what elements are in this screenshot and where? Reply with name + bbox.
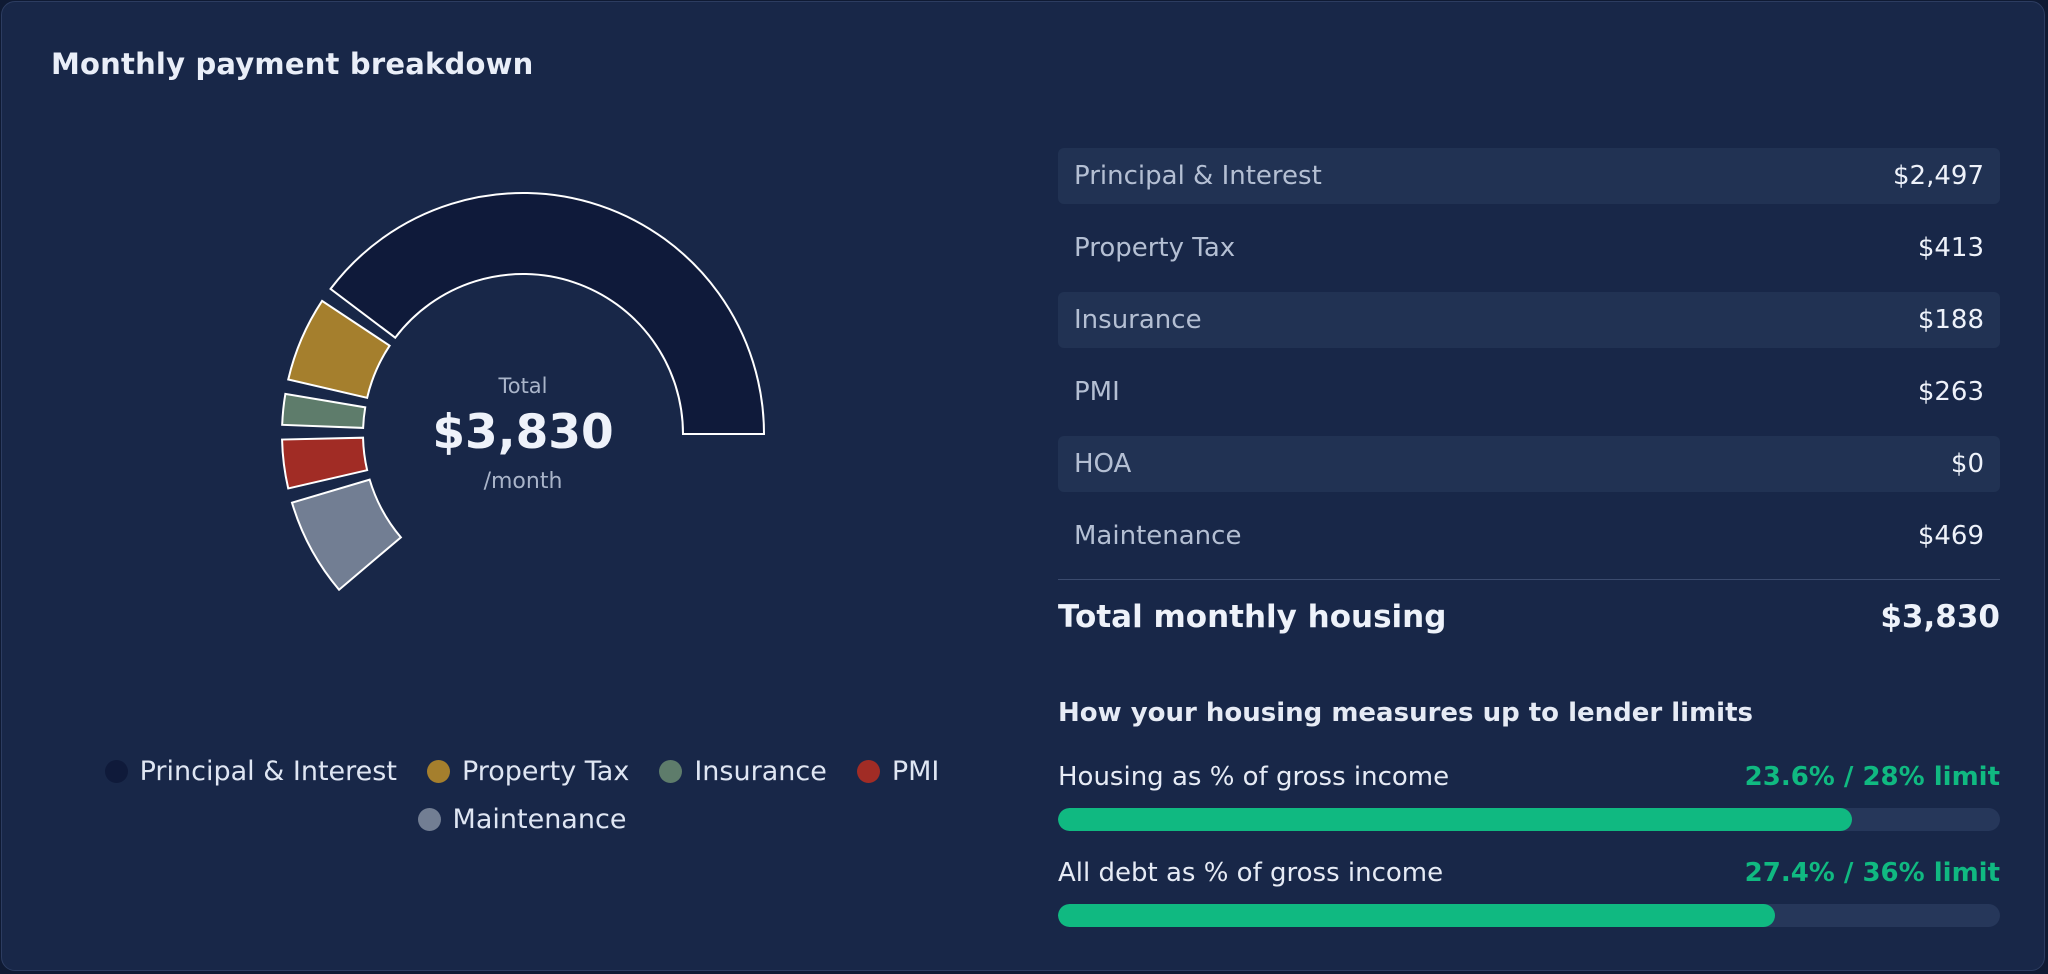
row-value: $469 (1917, 521, 1984, 551)
metric-label: All debt as % of gross income (1058, 858, 1444, 888)
legend-swatch (659, 759, 683, 783)
row-label: PMI (1074, 377, 1120, 407)
legend-swatch (426, 759, 450, 783)
legend-item-maintenance: Maintenance (417, 803, 627, 835)
donut-segment-property-tax[interactable] (287, 299, 391, 400)
housing-ratio-metric: Housing as % of gross income 23.6% / 28%… (1058, 762, 2000, 831)
donut-segment-insurance[interactable] (281, 392, 367, 429)
row-label: Insurance (1074, 305, 1202, 335)
progress-track (1058, 808, 2000, 831)
legend-item-principal-interest: Principal & Interest (104, 755, 397, 787)
metric-value: 27.4% / 36% limit (1744, 858, 2000, 888)
chart-legend: Principal & Interest Property Tax Insura… (92, 755, 952, 835)
row-label: Property Tax (1074, 233, 1236, 263)
donut-segment-pmi[interactable] (281, 436, 369, 490)
progress-fill (1058, 808, 1853, 831)
donut-segment-principal-interest[interactable] (329, 192, 766, 435)
breakdown-row-property-tax: Property Tax $413 (1058, 220, 2000, 276)
progress-track (1058, 904, 2000, 927)
row-value: $413 (1917, 233, 1984, 263)
row-value: $188 (1917, 305, 1984, 335)
total-monthly-housing-row: Total monthly housing $3,830 (1058, 599, 2000, 635)
legend-swatch (417, 807, 441, 831)
total-label: Total monthly housing (1058, 599, 1447, 635)
legend-label: Insurance (694, 755, 827, 787)
row-label: HOA (1074, 449, 1132, 479)
legend-swatch (856, 759, 880, 783)
debt-ratio-metric: All debt as % of gross income 27.4% / 36… (1058, 858, 2000, 927)
metric-value: 23.6% / 28% limit (1744, 762, 2000, 792)
legend-swatch (104, 759, 128, 783)
legend-label: Principal & Interest (139, 755, 397, 787)
legend-item-pmi: PMI (856, 755, 940, 787)
row-value: $0 (1950, 449, 1984, 479)
row-value: $2,497 (1893, 161, 1984, 191)
row-value: $263 (1917, 377, 1984, 407)
breakdown-row-hoa: HOA $0 (1058, 436, 2000, 492)
legend-label: Maintenance (452, 803, 627, 835)
lender-limits-title: How your housing measures up to lender l… (1058, 698, 1753, 728)
total-divider (1058, 579, 2000, 580)
breakdown-table: Principal & Interest $2,497 Property Tax… (1058, 148, 2000, 580)
total-value: $3,830 (1880, 599, 2000, 635)
card-title: Monthly payment breakdown (51, 47, 534, 81)
legend-label: Property Tax (461, 755, 630, 787)
legend-label: PMI (891, 755, 940, 787)
metric-label: Housing as % of gross income (1058, 762, 1450, 792)
row-label: Maintenance (1074, 521, 1242, 551)
donut-center-unit: /month (483, 469, 563, 494)
breakdown-row-pmi: PMI $263 (1058, 364, 2000, 420)
donut-center-value: $3,830 (432, 405, 614, 460)
legend-item-property-tax: Property Tax (426, 755, 630, 787)
donut-segment-maintenance[interactable] (290, 478, 403, 592)
breakdown-row-insurance: Insurance $188 (1058, 292, 2000, 348)
breakdown-row-maintenance: Maintenance $469 (1058, 508, 2000, 564)
legend-item-insurance: Insurance (659, 755, 827, 787)
payment-donut-chart (281, 192, 766, 592)
progress-fill (1058, 904, 1775, 927)
donut-center-label: Total (498, 374, 548, 398)
breakdown-row-principal-interest: Principal & Interest $2,497 (1058, 148, 2000, 204)
row-label: Principal & Interest (1074, 161, 1322, 191)
